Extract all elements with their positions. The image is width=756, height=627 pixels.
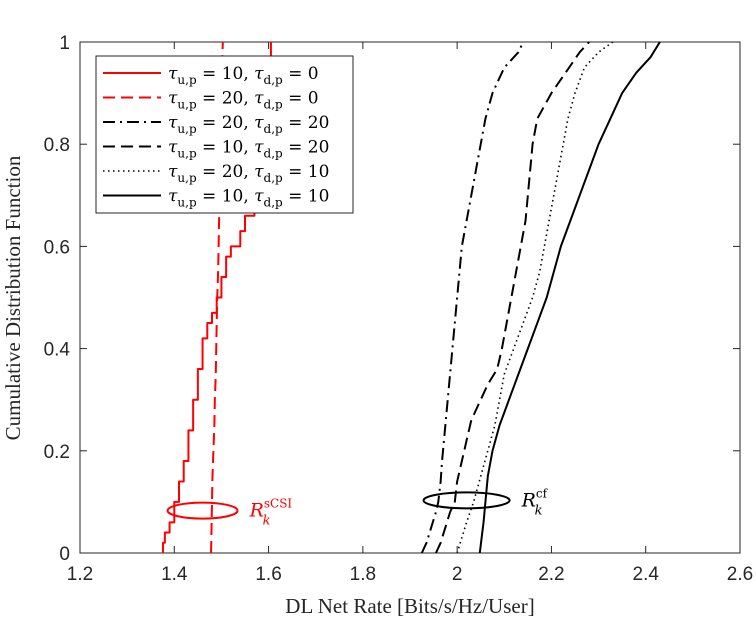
annotation-sub: k [535,503,543,518]
tick-layer: 1.2 1.4 1.6 1.8 2 2.2 2.4 2.6 0 0.2 0.4 0.6 0.8 1 [44,33,754,585]
legend-box [95,55,354,214]
annotation-sub: k [263,514,271,529]
annotation-base: R [249,500,264,522]
y-tick-label: 0.8 [44,135,70,156]
annotation-sup: cf [536,486,549,500]
x-tick-label: 1.8 [350,564,376,585]
x-tick-label: 2.2 [538,564,564,585]
y-tick-label: 0.6 [44,237,70,258]
annotation-label-scsi: RsCSI k [249,497,293,529]
series-line-2 [420,41,525,554]
legend-label-0: τu,p = 10, τd,p = 0 [168,64,319,87]
y-axis-label: Cumulative Distribution Function [1,155,25,440]
y-tick-label: 0 [59,544,70,565]
y-tick-label: 0.2 [44,442,70,463]
y-tick-label: 0.4 [44,340,71,361]
legend-label-4: τu,p = 20, τd,p = 10 [168,162,329,185]
annotation-sup: sCSI [264,497,293,511]
legend-label-2: τu,p = 20, τd,p = 20 [168,113,329,136]
x-tick-label: 1.6 [255,564,281,585]
legend-label-5: τu,p = 10, τd,p = 10 [168,187,329,210]
x-tick-label: 1.2 [67,564,93,585]
annotation-label-cf: Rcf k [521,486,549,518]
annotation-ellipse-scsi [166,501,239,520]
series-line-3 [435,41,590,554]
x-tick-label: 2.6 [727,564,753,585]
x-axis-label: DL Net Rate [Bits/s/Hz/User] [285,594,534,618]
x-tick-label: 1.4 [161,564,188,585]
legend-label-3: τu,p = 10, τd,p = 20 [168,138,329,161]
legend: τu,p = 10, τd,p = 0τu,p = 20, τd,p = 0τu… [95,55,354,214]
x-tick-label: 2.4 [633,564,660,585]
x-tick-label: 2 [452,564,463,585]
series-line-5 [478,41,661,554]
legend-label-1: τu,p = 20, τd,p = 0 [168,89,319,112]
series-line-4 [456,41,614,554]
annotation-base: R [521,489,536,511]
annotation-ellipse-cf [422,491,511,510]
y-tick-label: 1 [59,33,70,54]
